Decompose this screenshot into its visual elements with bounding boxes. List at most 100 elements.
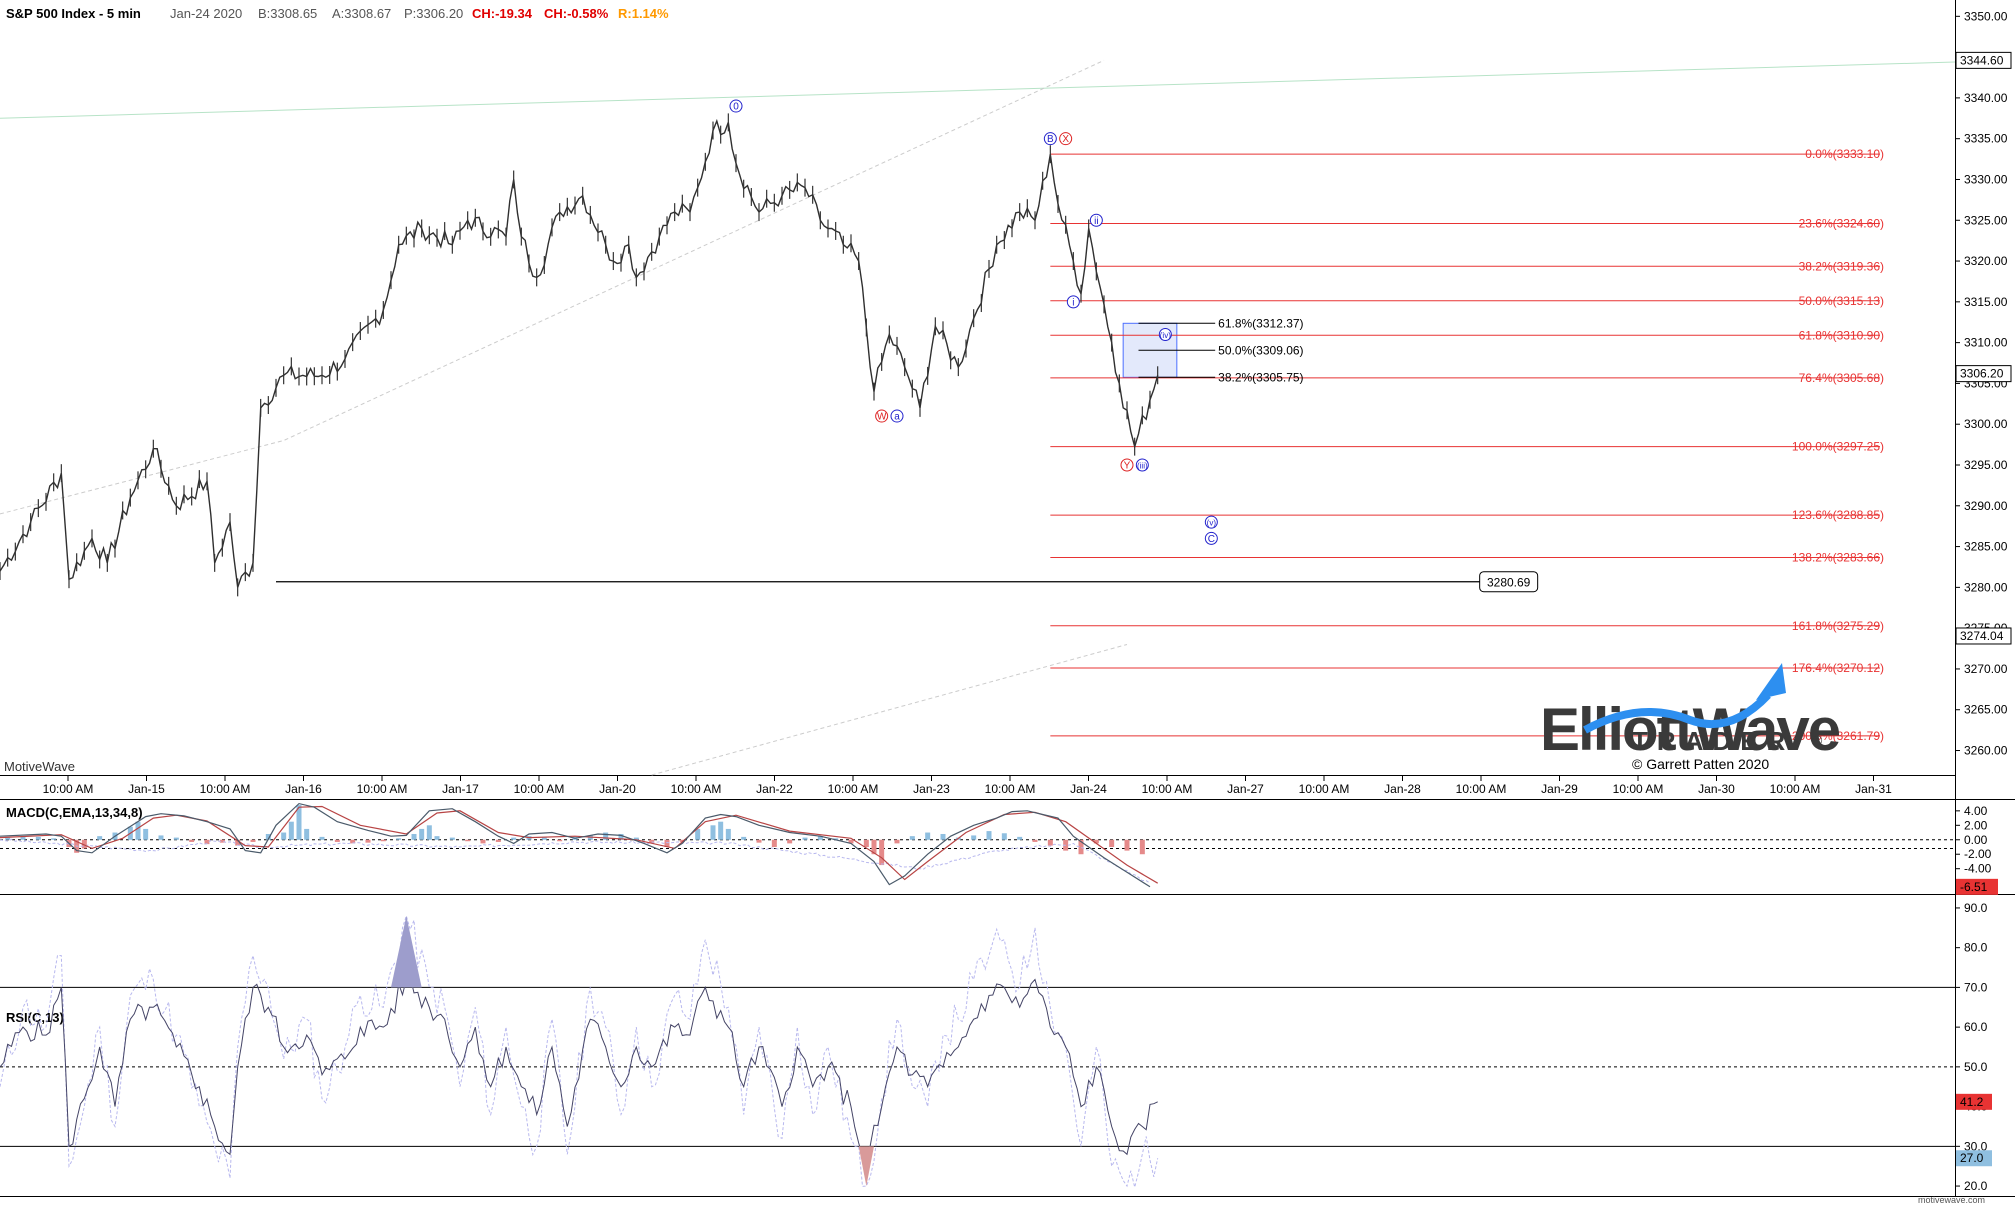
rsi-y-label-1: 80.0 xyxy=(1964,941,1988,955)
rsi-y-label-0: 90.0 xyxy=(1964,901,1988,915)
x-label-14: 10:00 AM xyxy=(1142,782,1193,796)
copyright-text: © Garrett Patten 2020 xyxy=(1632,756,1769,772)
fib-label-1: 23.6%(3324.60) xyxy=(1799,217,1884,231)
price-tag-box-1 xyxy=(1955,365,2012,383)
price-y-label-10: 3300.00 xyxy=(1964,417,2008,431)
macd-y-label-4: -4.00 xyxy=(1964,862,1992,876)
macd-hist-bar-6 xyxy=(81,839,87,849)
macd-hist-bar-55 xyxy=(756,839,762,843)
rsi-y-label-4: 50.0 xyxy=(1964,1060,1988,1074)
macd-hist-bar-12 xyxy=(158,835,164,840)
price-y-label-3: 3335.00 xyxy=(1964,132,2008,146)
price-y-label-5: 3325.00 xyxy=(1964,213,2008,227)
header-change: CH:-19.34 xyxy=(472,6,533,21)
macd-hist-bar-1 xyxy=(20,836,26,840)
retrace-label-1: 50.0%(3309.06) xyxy=(1218,343,1303,357)
macd-panel[interactable]: MACD(C,EMA,13,34,8) 4.002.000.00-2.00-4.0… xyxy=(0,802,1998,895)
macd-last-label: -6.51 xyxy=(1960,880,1988,894)
site-label: motivewave.com xyxy=(1918,1195,1985,1205)
macd-hist-bar-37 xyxy=(495,839,501,842)
macd-hist-bar-17 xyxy=(235,839,241,846)
price-tag-label-1: 3306.20 xyxy=(1960,367,2004,381)
x-label-11: Jan-23 xyxy=(913,782,950,796)
header-date: Jan-24 2020 xyxy=(170,6,242,21)
macd-hist-bar-31 xyxy=(419,828,425,840)
rsi-y-label-7: 20.0 xyxy=(1964,1179,1988,1193)
header-bid: B:3308.65 xyxy=(258,6,317,21)
macd-hist-bar-2 xyxy=(35,836,41,840)
macd-hist-bar-65 xyxy=(894,839,900,844)
macd-hist-bar-66 xyxy=(909,836,915,840)
macd-hist-bar-64 xyxy=(879,839,885,866)
x-label-4: 10:00 AM xyxy=(357,782,408,796)
macd-hist-bar-61 xyxy=(848,839,854,844)
macd-hist-bar-18 xyxy=(250,839,256,842)
macd-hist-bar-63 xyxy=(871,839,877,855)
wave-marker-4 xyxy=(890,409,904,423)
macd-hist-bar-45 xyxy=(618,833,624,840)
rsi-panel[interactable]: RSI(C,13)90.080.070.060.050.040.030.020.… xyxy=(0,901,1992,1193)
header-ask: A:3308.67 xyxy=(332,6,391,21)
macd-hist-bar-11 xyxy=(143,828,149,840)
rsi-last-box-0 xyxy=(1956,1093,1992,1110)
fib-label-6: 100.0%(3297.25) xyxy=(1792,440,1884,454)
price-tag-box-0 xyxy=(1955,51,2012,69)
price-y-label-4: 3330.00 xyxy=(1964,172,2008,186)
macd-hist-bar-74 xyxy=(1032,839,1038,842)
macd-signal-line xyxy=(0,805,1159,884)
price-series-line xyxy=(0,118,1159,588)
macd-hist-bar-59 xyxy=(817,836,823,840)
price-y-label-13: 3285.00 xyxy=(1964,540,2008,554)
macd-hist-bar-71 xyxy=(986,831,992,840)
macd-hist-bar-7 xyxy=(97,836,103,840)
macd-hist-bar-23 xyxy=(304,828,310,840)
wave-marker-9 xyxy=(1158,327,1172,341)
macd-hist-bar-26 xyxy=(350,839,356,844)
wave-label-8: C xyxy=(1208,534,1215,545)
macd-hist-bar-32 xyxy=(426,825,432,840)
motivewave-label: MotiveWave xyxy=(4,759,75,774)
x-label-3: Jan-16 xyxy=(285,782,322,796)
macd-hist-bar-60 xyxy=(833,838,839,840)
price-panel[interactable]: 3350.003345.003340.003335.003330.003325.… xyxy=(0,9,2012,796)
logo-wave-icon xyxy=(1583,692,1771,734)
fib-label-0: 0.0%(3333.10) xyxy=(1805,147,1884,161)
support-label-box xyxy=(1479,571,1539,593)
wave-label-7: (v) xyxy=(1207,519,1217,528)
macd-y-label-0: 4.00 xyxy=(1964,804,1988,818)
x-label-13: Jan-24 xyxy=(1070,782,1107,796)
logo-brand-bottom: TRADER xyxy=(1632,726,1794,756)
x-label-23: Jan-31 xyxy=(1855,782,1892,796)
macd-hist-bar-41 xyxy=(557,839,563,842)
macd-y-label-1: 2.00 xyxy=(1964,818,1988,832)
fib-label-9: 161.8%(3275.29) xyxy=(1792,619,1884,633)
macd-hist-bar-22 xyxy=(296,805,302,840)
fib-label-2: 38.2%(3319.36) xyxy=(1799,259,1884,273)
macd-hist-bar-15 xyxy=(204,839,210,845)
wave-label-11: i xyxy=(1072,297,1074,308)
fib-label-4: 61.8%(3310.90) xyxy=(1799,328,1884,342)
macd-hist-bar-75 xyxy=(1047,839,1053,846)
retrace-label-0: 61.8%(3312.37) xyxy=(1218,316,1303,330)
macd-hist-bar-80 xyxy=(1124,839,1130,851)
wave-label-4: a xyxy=(894,412,900,423)
rsi-fast-line xyxy=(0,914,1159,1188)
rsi-y-label-3: 60.0 xyxy=(1964,1020,1988,1034)
wave-label-6: (iii) xyxy=(1137,462,1148,471)
macd-hist-bar-53 xyxy=(725,828,731,840)
x-label-19: Jan-29 xyxy=(1541,782,1578,796)
wave-marker-2 xyxy=(1059,132,1073,146)
macd-hist-bar-48 xyxy=(664,839,670,847)
price-y-label-2: 3340.00 xyxy=(1964,91,2008,105)
price-y-label-12: 3290.00 xyxy=(1964,499,2008,513)
macd-hist-bar-34 xyxy=(449,837,455,840)
x-label-17: Jan-28 xyxy=(1384,782,1421,796)
macd-hist-bar-57 xyxy=(787,839,793,844)
x-label-9: Jan-22 xyxy=(756,782,793,796)
wave-label-1: B xyxy=(1047,134,1054,145)
price-tag-label-2: 3274.04 xyxy=(1960,629,2004,643)
logo-registered: ® xyxy=(1812,732,1823,748)
wave-marker-1 xyxy=(1043,132,1057,146)
macd-hist-bar-70 xyxy=(971,835,977,840)
